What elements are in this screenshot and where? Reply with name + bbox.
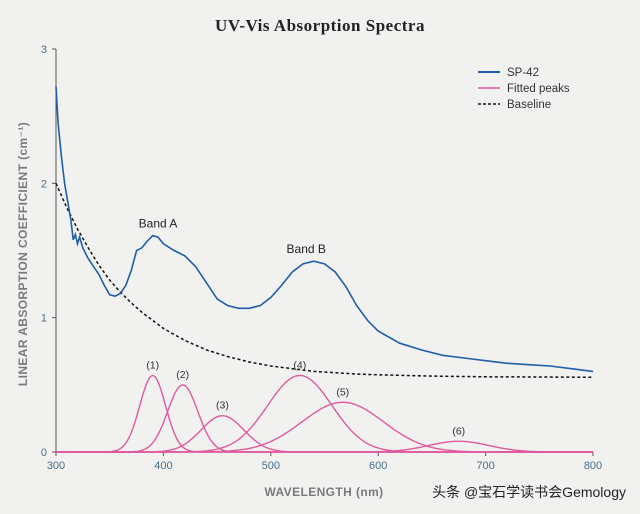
x-tick-label: 300 <box>47 460 65 472</box>
legend: SP-42 Fitted peaks Baseline <box>478 67 570 111</box>
y-tick-label: 0 <box>41 447 47 459</box>
peak-label-2: (2) <box>176 369 189 381</box>
x-tick-label: 800 <box>584 460 602 472</box>
legend-label-sp42: SP-42 <box>507 67 539 79</box>
watermark: 头条 @宝石学读书会Gemology <box>432 484 626 500</box>
x-tick-label: 400 <box>154 460 172 472</box>
x-tick-label: 500 <box>262 460 280 472</box>
fitted-peak-6 <box>56 440 593 453</box>
y-tick-label: 1 <box>41 313 47 325</box>
fitted-peak-1 <box>56 374 593 453</box>
peak-label-1: (1) <box>146 359 159 371</box>
x-tick-label: 600 <box>369 460 387 472</box>
peak-label-4: (4) <box>293 359 306 371</box>
plot-area <box>55 86 594 453</box>
peak-label-6: (6) <box>452 425 465 437</box>
fitted-peak-4 <box>56 374 593 453</box>
y-tick-label: 2 <box>41 178 47 190</box>
band-annotation-2: Band B <box>287 242 326 256</box>
band-annotation-1: Band A <box>139 217 178 231</box>
x-tick-label: 700 <box>476 460 494 472</box>
x-axis-label: WAVELENGTH (nm) <box>264 485 383 499</box>
peak-labels: (1) (2) (3) (4) (5) (6) <box>146 359 465 437</box>
fitted-peak-5 <box>56 401 593 453</box>
band-annotations: Band A Band B <box>139 217 326 257</box>
sp42-line <box>55 86 594 373</box>
y-axis-label: LINEAR ABSORPTION COEFFICIENT (cm⁻¹) <box>16 122 30 386</box>
legend-label-baseline: Baseline <box>507 99 551 111</box>
fitted-peak-3 <box>56 415 593 453</box>
tick-labels: 300 400 500 600 700 800 0 1 2 3 <box>41 44 602 472</box>
peak-label-5: (5) <box>336 386 349 398</box>
y-tick-label: 3 <box>41 44 47 56</box>
legend-label-fitted: Fitted peaks <box>507 83 570 95</box>
peak-label-3: (3) <box>216 400 229 412</box>
chart-title: UV-Vis Absorption Spectra <box>215 16 425 35</box>
baseline-line <box>55 182 594 379</box>
